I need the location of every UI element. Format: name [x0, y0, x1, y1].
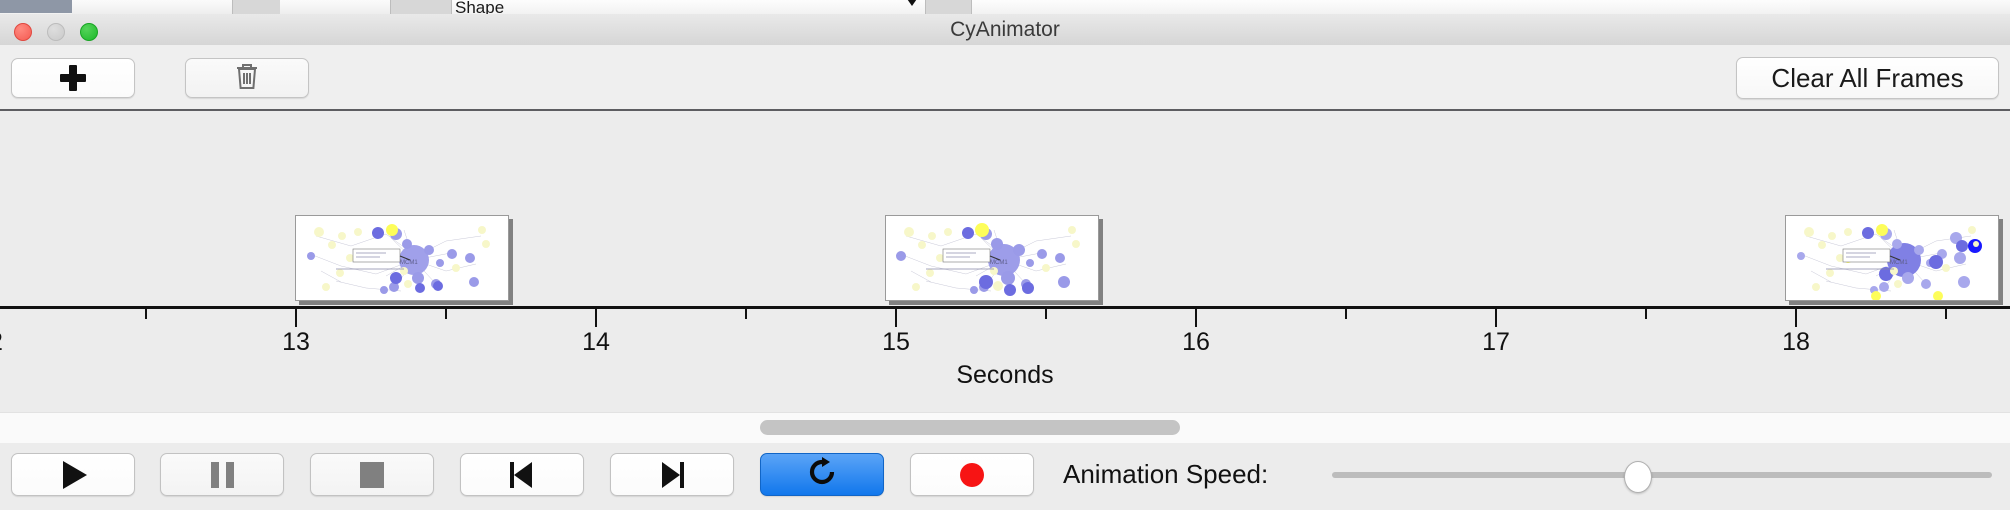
record-icon	[960, 462, 984, 487]
stop-icon	[360, 461, 384, 488]
axis-tick-major	[1195, 309, 1197, 327]
record-button[interactable]	[910, 453, 1034, 496]
timeline-axis[interactable]: 2 13 14 15 16 17 18 Seconds	[0, 306, 2010, 412]
axis-tick-major	[895, 309, 897, 327]
play-icon	[63, 460, 87, 489]
background-window-tab	[390, 0, 452, 14]
background-window-label: Shape	[455, 0, 505, 15]
background-window-sidebar	[0, 0, 72, 13]
timeline-scrollbar[interactable]	[0, 412, 2010, 444]
axis-tick-major	[595, 309, 597, 327]
add-frame-button[interactable]	[11, 58, 135, 98]
axis-tick-label: 14	[582, 328, 610, 356]
previous-frame-button[interactable]	[460, 453, 584, 496]
background-window-segment	[280, 0, 321, 14]
axis-tick-major	[1795, 309, 1797, 327]
loop-button[interactable]	[760, 453, 884, 496]
trash-icon	[234, 61, 260, 96]
skip-forward-icon	[659, 461, 685, 488]
axis-tick-minor	[1945, 309, 1947, 319]
playback-bar: Animation Speed:	[0, 443, 2010, 510]
background-window-caret-icon	[905, 0, 919, 6]
axis-tick-label: 2	[0, 328, 3, 357]
svg-text:MCM1: MCM1	[1890, 260, 1908, 266]
clear-all-frames-button[interactable]: Clear All Frames	[1736, 57, 1999, 99]
minimize-button[interactable]	[47, 23, 65, 41]
background-window-strip: Shape	[0, 0, 2010, 15]
background-window-segment	[162, 0, 233, 14]
animation-speed-slider[interactable]	[1332, 453, 1992, 496]
background-window-segment	[1810, 0, 1866, 14]
axis-tick-label: 16	[1182, 328, 1210, 356]
svg-text:MCM1: MCM1	[990, 260, 1008, 266]
animation-speed-thumb[interactable]	[1624, 461, 1652, 493]
window-titlebar: CyAnimator	[0, 14, 2010, 46]
axis-tick-minor	[145, 309, 147, 319]
plus-icon	[60, 65, 86, 91]
axis-tick-major	[1495, 309, 1497, 327]
axis-tick-label: 18	[1782, 328, 1810, 356]
window-title: CyAnimator	[950, 18, 1060, 41]
axis-tick-label: 15	[882, 328, 910, 356]
pause-icon	[210, 461, 234, 488]
maximize-button[interactable]	[80, 23, 98, 41]
delete-frame-button[interactable]	[185, 58, 309, 98]
timeline-scroll-thumb[interactable]	[760, 420, 1180, 435]
axis-tick-major	[295, 309, 297, 327]
axis-tick-label: 13	[282, 328, 310, 356]
svg-text:MCM1: MCM1	[400, 260, 418, 266]
stop-button[interactable]	[310, 453, 434, 496]
pause-button[interactable]	[160, 453, 284, 496]
axis-tick-minor	[445, 309, 447, 319]
axis-title: Seconds	[956, 361, 1054, 389]
background-window-segment	[72, 0, 163, 14]
close-button[interactable]	[14, 23, 32, 41]
toolbar: Clear All Frames	[0, 45, 2010, 111]
next-frame-button[interactable]	[610, 453, 734, 496]
skip-back-icon	[509, 461, 535, 488]
axis-tick-minor	[1345, 309, 1347, 319]
axis-baseline	[0, 306, 2010, 309]
axis-tick-minor	[745, 309, 747, 319]
axis-tick-label: 17	[1482, 328, 1510, 356]
frame-thumbnail[interactable]: MCM1	[885, 215, 1099, 301]
animation-speed-track	[1332, 472, 1992, 478]
background-window-segment	[1925, 0, 2010, 14]
background-window-tab	[232, 0, 282, 14]
background-window-segment	[1865, 0, 1926, 14]
frames-panel[interactable]: MCM1	[0, 111, 2010, 306]
frame-thumbnail[interactable]: MCM1	[1785, 215, 1999, 301]
background-window-tab	[925, 0, 972, 14]
frame-thumbnail[interactable]: MCM1	[295, 215, 509, 301]
axis-tick-minor	[1045, 309, 1047, 319]
loop-icon	[807, 457, 837, 492]
animation-speed-label: Animation Speed:	[1063, 459, 1269, 489]
background-window-segment	[320, 0, 391, 14]
play-button[interactable]	[11, 453, 135, 496]
axis-tick-minor	[1645, 309, 1647, 319]
